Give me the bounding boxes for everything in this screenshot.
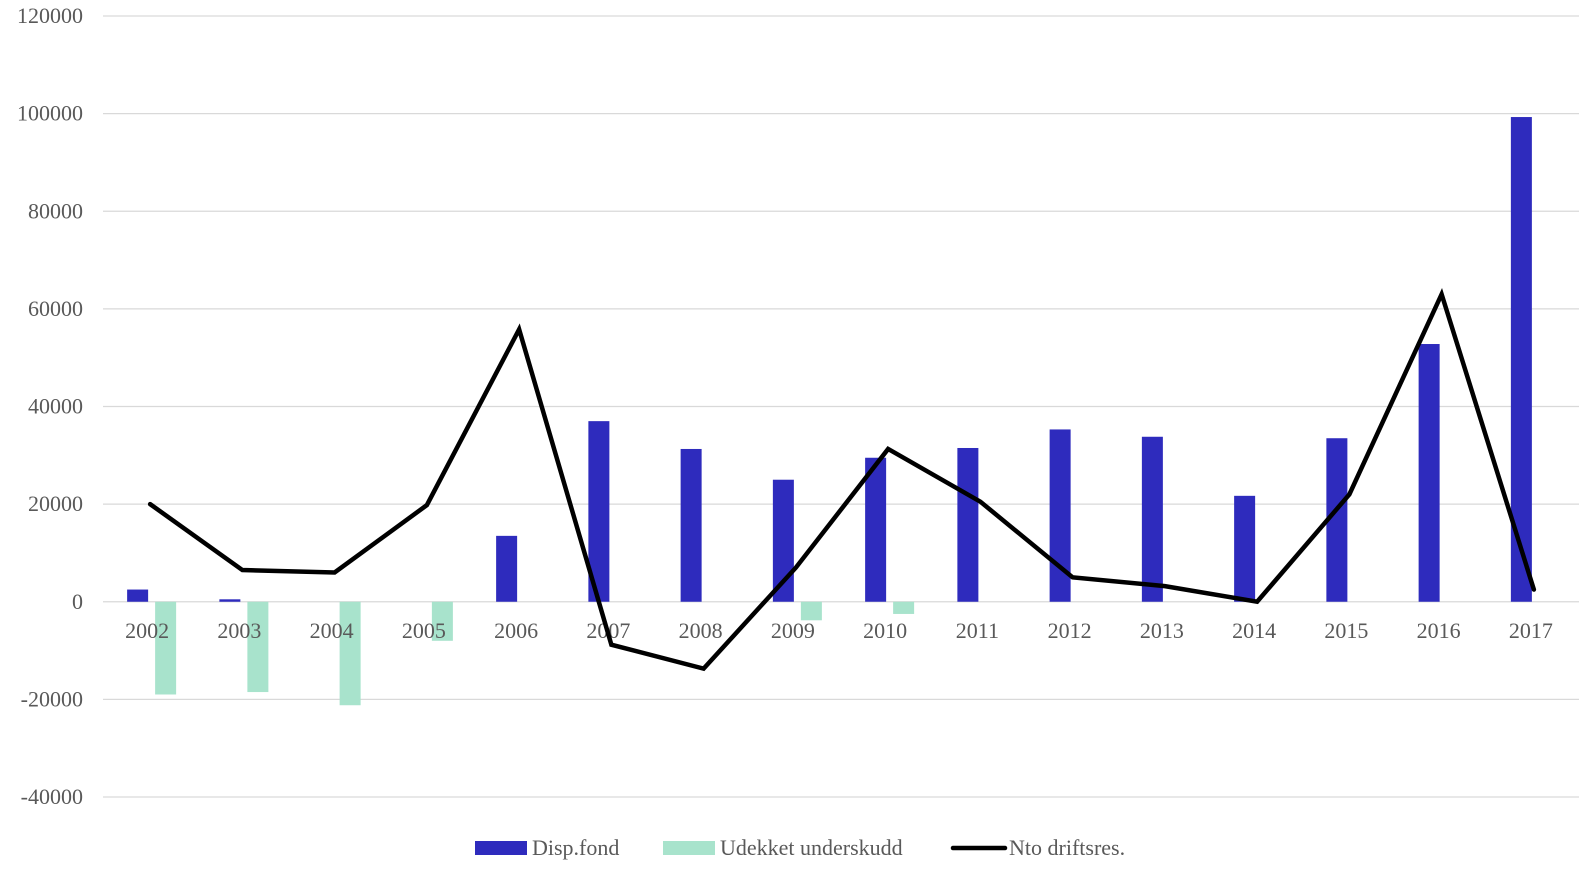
x-tick-label: 2014 — [1232, 618, 1276, 643]
x-tick-label: 2012 — [1048, 618, 1092, 643]
bar-udekket-underskudd[interactable] — [431, 601, 453, 641]
legend-swatch-disp-fond — [475, 841, 527, 855]
x-tick-label: 2004 — [310, 618, 354, 643]
x-tick-label: 2010 — [863, 618, 907, 643]
bar-udekket-underskudd[interactable] — [893, 601, 915, 614]
x-tick-label: 2003 — [217, 618, 261, 643]
x-tick-label: 2013 — [1140, 618, 1184, 643]
x-tick-label: 2017 — [1509, 618, 1553, 643]
legend-swatch-udekket-underskudd — [663, 841, 715, 855]
line-nto-driftsres[interactable] — [147, 287, 1537, 672]
x-tick-label: 2016 — [1417, 618, 1461, 643]
y-tick-label: 100000 — [17, 101, 83, 126]
y-tick-label: 0 — [72, 589, 83, 614]
bar-disp-fond[interactable] — [1418, 344, 1440, 602]
x-tick-label: 2009 — [771, 618, 815, 643]
y-tick-label: 40000 — [28, 394, 83, 419]
bar-udekket-underskudd[interactable] — [800, 601, 822, 621]
x-tick-label: 2002 — [125, 618, 169, 643]
bar-disp-fond[interactable] — [496, 535, 518, 602]
bar-disp-fond[interactable] — [1326, 438, 1348, 602]
bar-disp-fond[interactable] — [1510, 117, 1532, 602]
bar-disp-fond[interactable] — [1049, 429, 1071, 602]
bar-udekket-underskudd[interactable] — [339, 601, 361, 706]
y-tick-label: 120000 — [17, 3, 83, 28]
legend-label-udekket-underskudd: Udekket underskudd — [720, 835, 903, 860]
y-tick-label: 80000 — [28, 198, 83, 223]
x-tick-label: 2008 — [679, 618, 723, 643]
y-tick-label: 60000 — [28, 296, 83, 321]
legend-label-disp-fond: Disp.fond — [532, 835, 619, 860]
x-tick-label: 2011 — [956, 618, 999, 643]
bar-disp-fond[interactable] — [865, 457, 887, 602]
x-tick-label: 2015 — [1324, 618, 1368, 643]
bar-disp-fond[interactable] — [219, 599, 241, 602]
y-tick-label: 20000 — [28, 491, 83, 516]
x-tick-label: 2006 — [494, 618, 538, 643]
y-tick-label: -40000 — [21, 784, 83, 809]
legend-label-nto-driftsres: Nto driftsres. — [1009, 835, 1125, 860]
bar-disp-fond[interactable] — [1234, 495, 1256, 602]
y-tick-label: -20000 — [21, 686, 83, 711]
bar-disp-fond[interactable] — [957, 447, 979, 602]
bar-disp-fond[interactable] — [772, 479, 794, 602]
bar-disp-fond[interactable] — [127, 589, 149, 602]
x-tick-label: 2005 — [402, 618, 446, 643]
bar-udekket-underskudd[interactable] — [155, 601, 177, 695]
bar-disp-fond[interactable] — [588, 421, 610, 602]
bar-udekket-underskudd[interactable] — [247, 601, 269, 693]
bar-disp-fond[interactable] — [680, 448, 702, 602]
bar-disp-fond[interactable] — [1141, 436, 1163, 602]
